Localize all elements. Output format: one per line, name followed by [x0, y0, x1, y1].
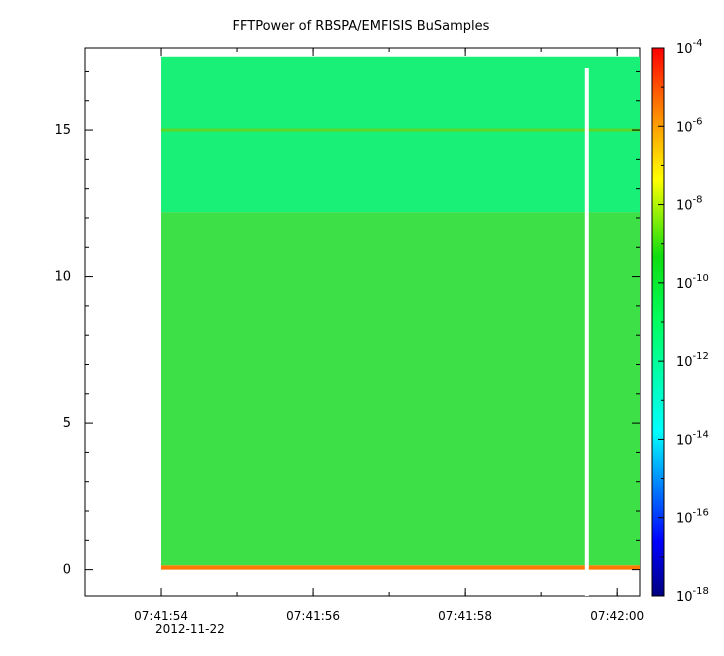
colorbar-tick-label: 10-18: [676, 586, 709, 605]
spectrogram-band: [161, 128, 640, 132]
y-tick-label: 15: [54, 123, 71, 138]
x-tick-label: 07:41:56: [286, 609, 340, 623]
colorbar-tick-label: 10-10: [676, 273, 709, 292]
x-axis: 07:41:54 07:41:56 07:41:58 07:42:00: [84, 48, 644, 623]
x-date-label: 2012-11-22: [155, 622, 225, 636]
colorbar-tick-label: 10-6: [676, 116, 703, 135]
colorbar-axis: 10-4 10-6 10-8 10-10 10-12 10-14 10-16 10-18: [658, 38, 709, 605]
y-tick-label: 0: [63, 563, 71, 578]
colorbar-tick-label: 10-8: [676, 195, 703, 214]
x-tick-label: 07:41:58: [438, 609, 492, 623]
colorbar-tick-label: 10-12: [676, 351, 709, 370]
y-axis: 0 5 10 15: [54, 70, 640, 578]
colorbar-tick-label: 10-4: [676, 38, 703, 57]
plot-area: [161, 56, 640, 596]
spectrogram-band: [161, 565, 640, 570]
spectrogram-band: [161, 56, 640, 213]
colorbar-tick-label: 10-14: [676, 429, 709, 448]
spectrogram-band: [161, 212, 640, 566]
x-tick-label: 07:42:00: [590, 609, 644, 623]
chart-title: FFTPower of RBSPA/EMFISIS BuSamples: [233, 19, 490, 34]
x-tick-label: 07:41:54: [134, 609, 188, 623]
data-gap: [584, 68, 589, 596]
colorbar-tick-label: 10-16: [676, 508, 709, 527]
y-tick-label: 10: [54, 270, 71, 285]
y-tick-label: 5: [63, 416, 71, 431]
